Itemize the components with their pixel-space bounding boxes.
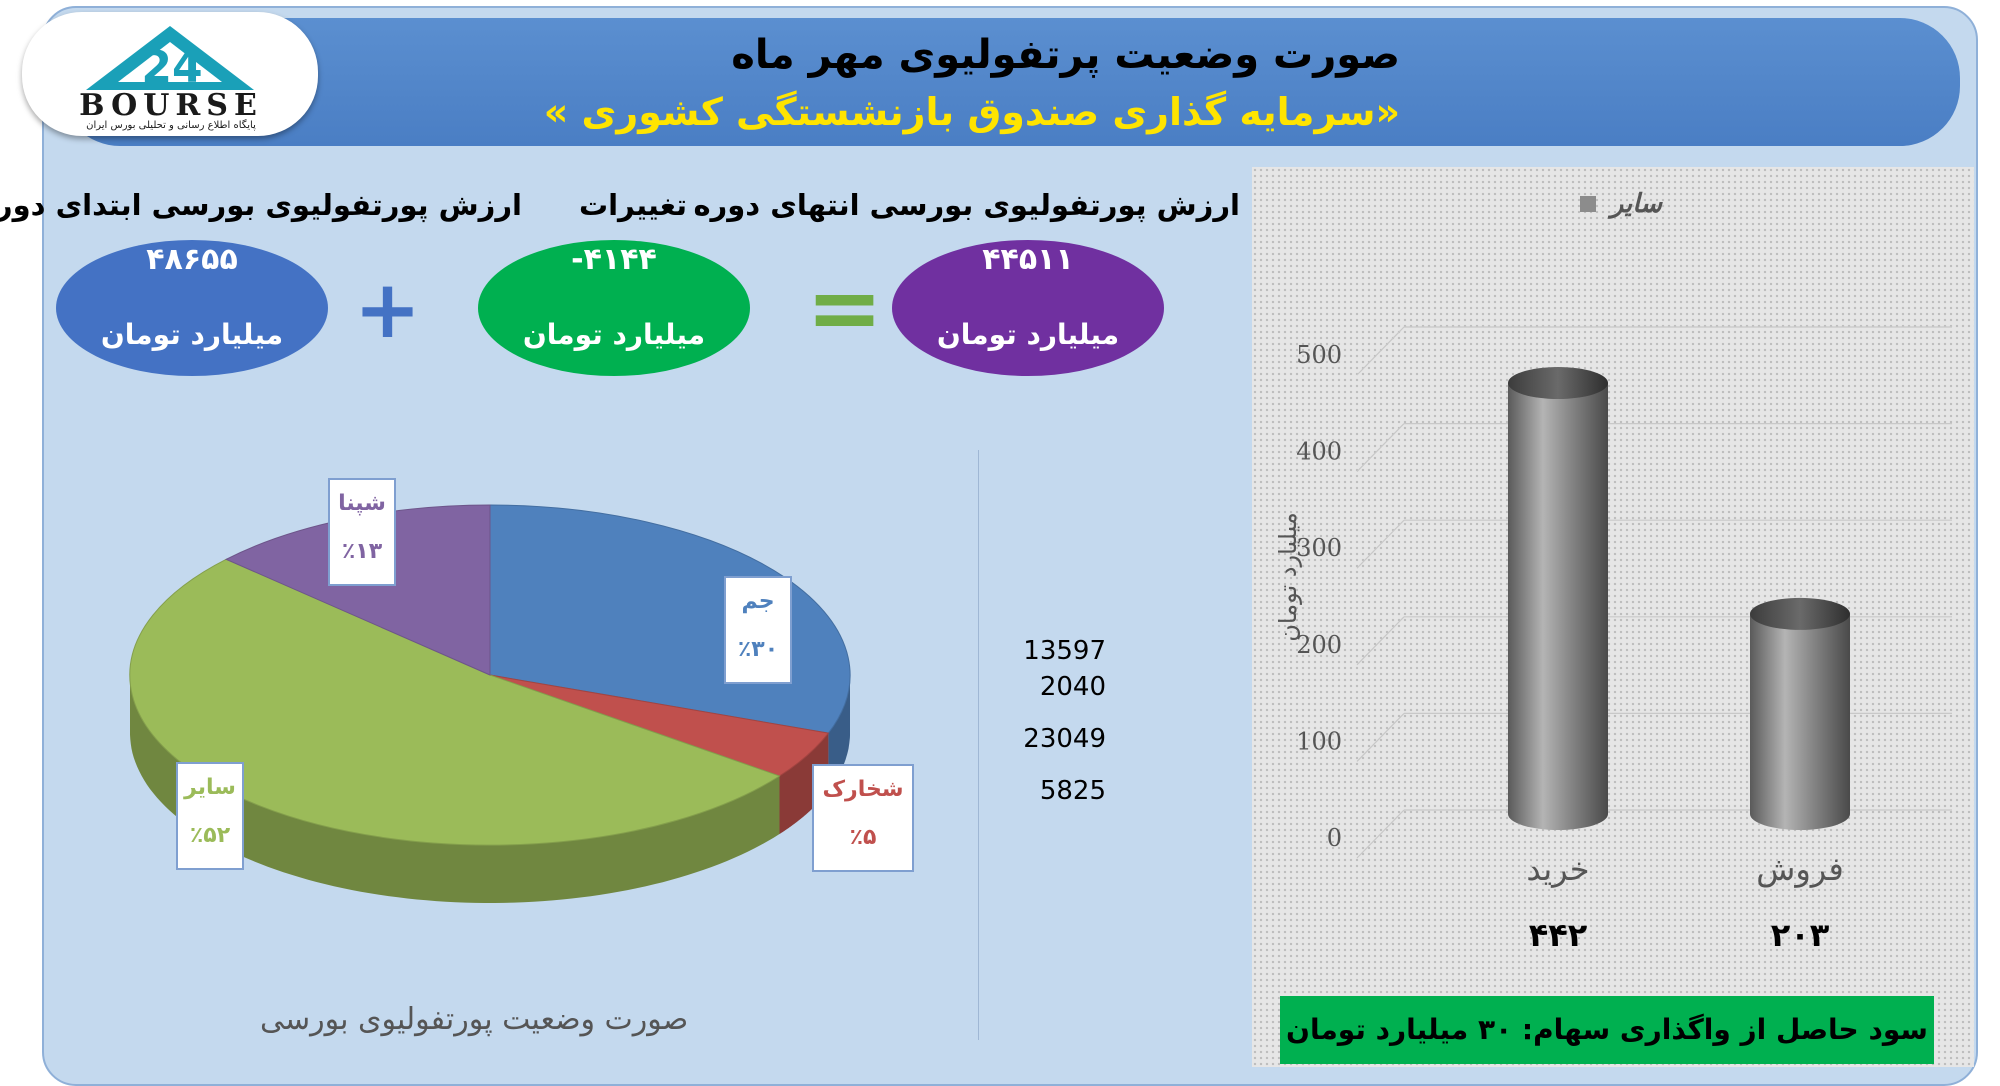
bar-cylinder-0	[1508, 383, 1608, 830]
header-banner: صورت وضعیت پرتفولیوی مهر ماه «سرمایه گذا…	[60, 18, 1960, 146]
legend-swatch	[1580, 196, 1596, 212]
kpi-start-value: ۴۸۶۵۵	[146, 242, 238, 277]
raw-value: 13597	[1023, 636, 1106, 666]
page-title: صورت وضعیت پرتفولیوی مهر ماه	[731, 32, 1400, 78]
bar-cylinder-1	[1750, 613, 1850, 830]
y-tick-label: 100	[1296, 727, 1342, 755]
page-subtitle: «سرمایه گذاری صندوق بازنشستگی کشوری »	[543, 90, 1400, 134]
legend-label: سایر	[1607, 189, 1664, 219]
raw-value: 23049	[1023, 724, 1106, 754]
pie-tag-shkharak: شخارک ٪۵	[812, 764, 914, 872]
kpi-end-label: ارزش پورتفولیوی بورسی انتهای دوره	[693, 188, 1240, 222]
kpi-start-label: ارزش پورتفولیوی بورسی ابتدای دوره	[0, 188, 522, 222]
kpi-change-unit: میلیارد تومان	[522, 318, 706, 351]
kpi-change-label: تغییرات	[578, 188, 688, 222]
grid-diagonal	[1356, 712, 1405, 762]
pie-tag-jam-label: جم	[741, 589, 775, 614]
grid-diagonal	[1356, 809, 1405, 859]
pie-depth-1	[779, 733, 829, 834]
raw-values-list: 13597 2040 23049 5825	[1000, 632, 1106, 822]
kpi-start-ellipse: ۴۸۶۵۵ میلیارد تومان	[56, 240, 328, 376]
grid-diagonal	[1356, 326, 1405, 376]
bar-cap-1	[1750, 597, 1850, 630]
equals-sign: =	[806, 254, 884, 361]
section-divider	[978, 450, 979, 1040]
pie-depth-2	[130, 676, 780, 903]
pie-slice-2	[129, 558, 781, 846]
bar-value-label: ۲۰۳	[1771, 916, 1830, 954]
y-tick-label: 200	[1296, 631, 1342, 659]
kpi-change-ellipse: -۴۱۴۴ میلیارد تومان	[478, 240, 750, 376]
profit-note: سود حاصل از واگذاری سهام: ۳۰ میلیارد توم…	[1280, 996, 1934, 1064]
grid-diagonal	[1356, 616, 1405, 666]
grid-diagonal	[1356, 423, 1405, 473]
kpi-start-unit: میلیارد تومان	[100, 318, 284, 351]
grid-diagonal	[1356, 519, 1405, 569]
pie-tag-sayer: سایر ٪۵۲	[176, 762, 244, 870]
pie-tag-shkharak-label: شخارک	[822, 777, 904, 802]
y-tick-label: 400	[1296, 438, 1342, 466]
plus-sign: +	[354, 263, 422, 356]
y-axis-label: میلیارد تومان	[1274, 512, 1302, 641]
kpi-change-value: -۴۱۴۴	[571, 242, 657, 277]
x-category-label: فروش	[1756, 850, 1843, 888]
pie-tag-shapna-label: شپنا	[338, 491, 386, 516]
pie-tag-shapna-percent: ٪۱۳	[341, 539, 383, 564]
pie-tag-jam-percent: ٪۳۰	[737, 637, 779, 662]
portfolio-pie-chart	[129, 504, 851, 903]
pie-tag-jam: جم ٪۳۰	[724, 576, 792, 684]
kpi-end-ellipse: ۴۴۵۱۱ میلیارد تومان	[892, 240, 1164, 376]
pie-tag-sayer-label: سایر	[184, 775, 236, 800]
kpi-end-unit: میلیارد تومان	[936, 318, 1120, 351]
y-tick-label: 300	[1296, 534, 1342, 562]
bar-value-label: ۴۴۲	[1529, 916, 1588, 954]
bar-cap-0	[1508, 367, 1608, 400]
logo-tagline: پایگاه اطلاع رسانی و تحلیلی بورس ایران	[86, 120, 256, 131]
kpi-end-value: ۴۴۵۱۱	[982, 242, 1074, 277]
bourse24-logo: 24 BOURSE پایگاه اطلاع رسانی و تحلیلی بو…	[22, 12, 318, 136]
pie-tag-shapna: شپنا ٪۱۳	[328, 478, 396, 586]
pie-tag-sayer-percent: ٪۵۲	[189, 823, 231, 848]
y-tick-label: 500	[1296, 341, 1342, 369]
pie-tag-shkharak-percent: ٪۵	[849, 825, 877, 850]
trade-bar-chart: سایر 0 100 200 300 400 500 میلیارد تومان خرید ۴۴۲…	[1274, 189, 1952, 954]
y-tick-label: 0	[1327, 824, 1342, 852]
logo-word: BOURSE	[79, 88, 263, 123]
logo-number: 24	[141, 42, 202, 93]
pie-chart-title: صورت وضعیت پورتفولیوی بورسی	[260, 1002, 689, 1037]
raw-value: 5825	[1039, 776, 1106, 806]
raw-value: 2040	[1039, 672, 1106, 702]
x-category-label: خرید	[1526, 850, 1589, 888]
